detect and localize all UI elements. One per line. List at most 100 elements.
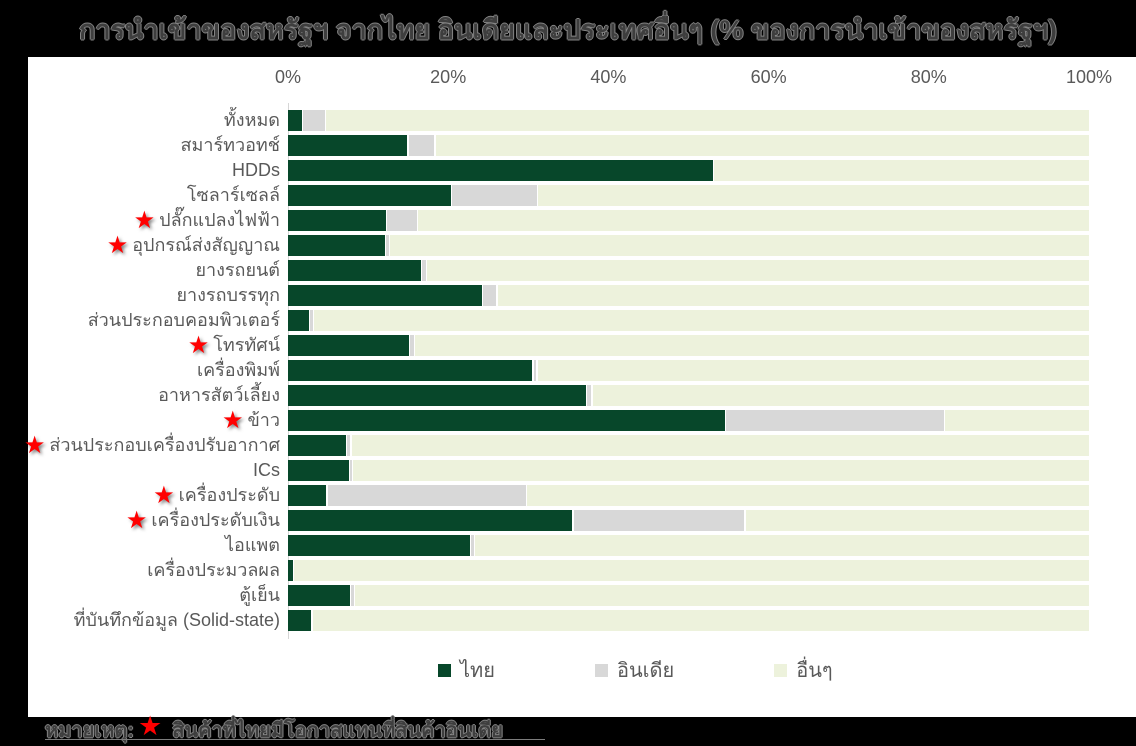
category-label-text: ICs: [253, 460, 280, 480]
bar-row: [288, 385, 1089, 406]
bar-segment-others: [427, 260, 1089, 281]
bar-segment-others: [497, 285, 1089, 306]
bar-segment-others: [326, 110, 1089, 131]
bar-segment-india: [726, 410, 944, 431]
star-icon: ★: [106, 231, 129, 259]
category-label: ★ โทรทัศน์: [0, 333, 280, 358]
bar-segment-others: [945, 410, 1089, 431]
category-label-text: ที่บันทึกข้อมูล (Solid-state): [73, 610, 280, 630]
legend-label: ไทย: [460, 660, 495, 682]
bar-segment-india: [410, 335, 414, 356]
category-label: ★ อุปกรณ์ส่งสัญญาณ: [0, 233, 280, 258]
legend-swatch: [438, 663, 451, 677]
bar-segment-india: [347, 435, 351, 456]
bar-segment-others: [435, 135, 1089, 156]
category-label: เครื่องประมวลผล: [0, 558, 280, 583]
bar-row: [288, 535, 1089, 556]
category-label: ★ ส่วนประกอบเครื่องปรับอากาศ: [0, 433, 280, 458]
category-label: ทั้งหมด: [0, 108, 280, 133]
bar-segment-others: [312, 610, 1089, 631]
bar-segment-india: [408, 135, 435, 156]
category-label-text: เครื่องประดับ: [178, 485, 280, 505]
legend-label: อินเดีย: [616, 660, 675, 682]
category-label-text: สมาร์ทวอทช์: [180, 135, 281, 155]
bar-segment-thailand: [288, 260, 421, 281]
bar-segment-others: [714, 160, 1089, 181]
category-label-text: เครื่องประมวลผล: [147, 560, 280, 580]
category-label: ★ เครื่องประดับเงิน: [0, 508, 280, 533]
bar-segment-others: [355, 585, 1089, 606]
footnote: หมายเหตุ: ★ สินค้าที่ไทยมีโอกาสแทนที่สิน…: [45, 713, 503, 746]
bar-row: [288, 160, 1089, 181]
bar-row: [288, 560, 1089, 581]
bar-row: [288, 410, 1089, 431]
chart-panel: 0% 20% 40% 60% 80% 100% ทั้งหมด สมาร์ทวอทช์ HDD…: [24, 57, 1136, 717]
category-label: อาหารสัตว์เลี้ยง: [0, 383, 280, 408]
bar-segment-india: [573, 510, 745, 531]
bar-segment-india: [452, 185, 537, 206]
bar-row: [288, 435, 1089, 456]
star-icon: ★: [23, 431, 46, 459]
bar-segment-thailand: [288, 235, 385, 256]
category-label-text: ส่วนประกอบเครื่องปรับอากาศ: [49, 435, 280, 455]
category-label: สมาร์ทวอทช์: [0, 133, 281, 158]
category-label: ★ ข้าว: [0, 408, 280, 433]
bar-segment-others: [538, 185, 1089, 206]
bar-segment-india: [350, 460, 352, 481]
bar-segment-thailand: [288, 160, 713, 181]
category-label: โซลาร์เซลล์: [0, 183, 280, 208]
bar-segment-india: [533, 360, 537, 381]
legend-swatch: [594, 663, 608, 677]
bar-segment-thailand: [288, 110, 302, 131]
bar-segment-others: [353, 460, 1089, 481]
bar-row: [288, 310, 1089, 331]
bar-segment-others: [527, 485, 1089, 506]
bar-row: [288, 285, 1089, 306]
category-label-text: ตู้เย็น: [239, 585, 280, 605]
x-tick-label: 0%: [274, 67, 302, 87]
bar-segment-others: [592, 385, 1089, 406]
bar-segment-india: [483, 285, 497, 306]
category-label-text: อุปกรณ์ส่งสัญญาณ: [132, 235, 280, 255]
bar-row: [288, 235, 1089, 256]
category-label-text: ไอแพต: [224, 535, 280, 555]
bar-segment-others: [351, 435, 1089, 456]
bar-segment-thailand: [288, 385, 586, 406]
category-label-text: โทรทัศน์: [213, 335, 280, 355]
x-tick-label: 60%: [750, 67, 787, 87]
x-tick-label: 100%: [1065, 67, 1113, 87]
bar-segment-india: [310, 310, 313, 331]
bar-segment-thailand: [288, 535, 470, 556]
footnote-underline: [45, 739, 545, 740]
bar-segment-india: [422, 260, 426, 281]
bar-segment-india: [303, 110, 325, 131]
category-label-text: HDDs: [232, 160, 280, 180]
category-label-text: ทั้งหมด: [223, 110, 280, 130]
bar-row: [288, 510, 1089, 531]
category-label-text: โซลาร์เซลล์: [186, 185, 280, 205]
category-label: เครื่องพิมพ์: [0, 358, 280, 383]
legend-swatch: [774, 663, 788, 677]
bar-row: [288, 460, 1089, 481]
bar-row: [288, 585, 1089, 606]
bar-segment-others: [418, 210, 1089, 231]
legend: ไทย อินเดีย อื่นๆ: [438, 654, 833, 686]
x-tick-label: 80%: [910, 67, 947, 87]
star-icon: ★: [221, 406, 244, 434]
bar-row: [288, 185, 1089, 206]
category-label: ที่บันทึกข้อมูล (Solid-state): [0, 608, 280, 633]
x-tick-label: 40%: [590, 67, 627, 87]
category-label-text: ส่วนประกอบคอมพิวเตอร์: [87, 310, 280, 330]
bar-row: [288, 485, 1089, 506]
bar-segment-india: [351, 585, 354, 606]
category-label: ตู้เย็น: [0, 583, 280, 608]
bar-segment-others: [537, 360, 1089, 381]
bar-row: [288, 335, 1089, 356]
bar-segment-others: [314, 310, 1089, 331]
legend-label: อื่นๆ: [796, 660, 833, 682]
category-label: ★ ปลั๊กแปลงไฟฟ้า: [0, 208, 280, 233]
star-icon: ★: [187, 331, 210, 359]
category-label-text: ปลั๊กแปลงไฟฟ้า: [159, 210, 280, 230]
bar-segment-others: [415, 335, 1089, 356]
